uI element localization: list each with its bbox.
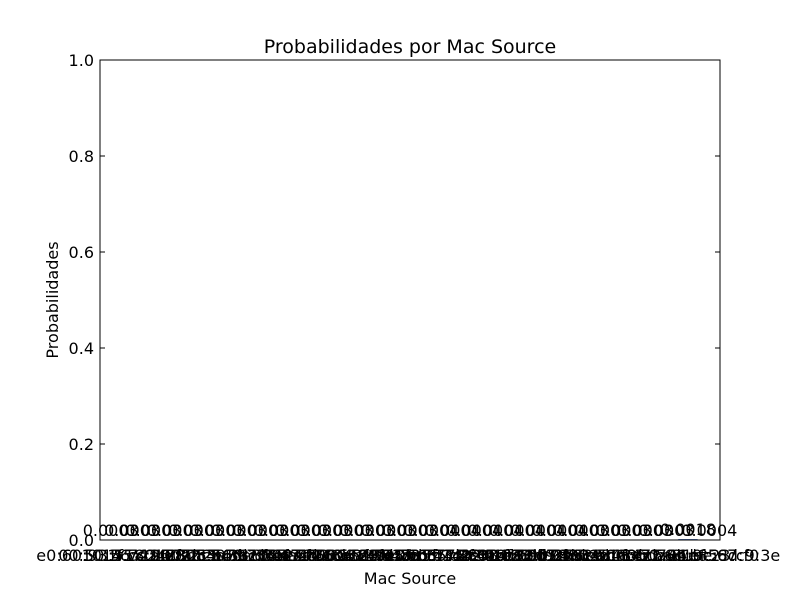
- x-tick-label: 10:1f:74:16:22:3a: [82, 546, 226, 565]
- data-label: 0.0004: [681, 521, 737, 540]
- x-tick-label: 34:97:f6:2e:50:c4: [210, 546, 353, 565]
- data-label: 0.0003: [382, 521, 438, 540]
- x-tick-label: 80:1f:02:c7:55:2a: [467, 546, 609, 565]
- x-tick-label: 88:d7:f6:29:18:cc: [510, 546, 652, 565]
- x-tick-label: 94:de:80:05:6a:1e: [550, 546, 698, 565]
- data-label: 0.0004: [510, 521, 566, 540]
- x-tick-label: 18:a6:f7:55:6d:10: [124, 546, 268, 565]
- x-axis-label: Mac Source: [364, 569, 456, 588]
- x-tick-label: 3c:a9:f4:60:91:fd: [255, 546, 393, 565]
- x-tick-label: 50:e5:49:3d:c6:14: [315, 546, 462, 565]
- x-axis: e0:60:93:55:21:7800:50:56:c0:00:0810:1f:…: [36, 546, 780, 565]
- x-tick-label: 90:2b:34:b6:47:73: [528, 546, 677, 565]
- data-labels: 0.00030.00030.00030.00030.00030.00030.00…: [83, 520, 738, 540]
- data-label: 0.0003: [232, 521, 288, 540]
- x-tick-label: 38:d5:47:80:8b:21: [229, 546, 378, 565]
- plot-frame: [99, 59, 721, 541]
- y-axis: 0.0 0.2 0.4 0.6 0.8 1.0: [69, 51, 720, 550]
- y-tick-label: 0.0: [69, 531, 94, 550]
- data-label: 0.0003: [275, 521, 331, 540]
- data-label: 0.0003: [104, 521, 160, 540]
- y-tick-label: 1.0: [69, 51, 94, 70]
- chart-title: Probabilidades por Mac Source: [264, 36, 556, 58]
- data-label: 0.0003: [211, 521, 267, 540]
- data-label: 0.0003: [125, 521, 181, 540]
- data-label: 0.0004: [532, 521, 588, 540]
- y-tick-label: 0.2: [69, 435, 94, 454]
- x-tick-label: 4c:cc:6a:88:0b:5f: [297, 546, 437, 565]
- y-tick-label: 0.6: [69, 243, 94, 262]
- x-tick-label: 70:85:c2:41:9a:6b: [400, 546, 547, 565]
- x-tick-label: 84:16:f9:3b:ee:41: [488, 546, 632, 565]
- x-tick-label: b0:6e:bf:23:c9:3e: [638, 546, 780, 565]
- y-tick-label: 0.4: [69, 339, 94, 358]
- data-label: 0.0003: [639, 521, 695, 540]
- x-tick-label: 24:0a:c4:66:27:ef: [146, 546, 289, 565]
- data-label: 0.0003: [574, 521, 630, 540]
- data-label: 0.0004: [446, 521, 502, 540]
- data-label: 0.0003: [296, 521, 352, 540]
- x-tick-label: 60:45:cb:14:2e:96: [358, 546, 505, 565]
- data-label: 0.0003: [596, 521, 652, 540]
- x-tick-label: 78:24:af:6d:b3:90: [445, 546, 589, 565]
- x-tick-label: 00:50:56:c0:00:08: [58, 546, 206, 565]
- data-label: 0.0003: [339, 521, 395, 540]
- x-tick-label: 9c:5c:8e:da:31:85: [572, 546, 718, 565]
- data-label: 0.0004: [425, 521, 481, 540]
- x-tick-label: 74:d4:35:e2:0f:58: [424, 546, 568, 565]
- x-tick-label: 5c:f9:38:a1:77:02: [339, 546, 482, 565]
- data-label: 0.0003: [254, 521, 310, 540]
- y-axis-label: Probabilidades: [43, 241, 62, 358]
- data-label: 0.0004: [403, 521, 459, 540]
- x-tick-label: e0:60:93:55:21:78: [36, 546, 185, 565]
- data-label: 0.0003: [190, 521, 246, 540]
- x-tick-label: a0:f3:c1:44:bc:67: [596, 546, 737, 565]
- data-label: 0.0003: [617, 521, 673, 540]
- data-label: 0.0003: [361, 521, 417, 540]
- x-tick-label: 48:5d:60:12:7e:33: [271, 546, 420, 565]
- data-label: 0.0003: [83, 521, 139, 540]
- x-tick-label: 28:6c:07:e8:45:a9: [165, 546, 312, 565]
- x-tick-label: 2c:56:dc:39:a2:71: [187, 546, 333, 565]
- y-tick-label: 0.8: [69, 147, 94, 166]
- data-label: 0.0003: [318, 521, 374, 540]
- data-label: 0.0018: [660, 520, 716, 539]
- x-tick-label: 64:66:b3:8f:30:d7: [381, 546, 525, 565]
- data-label: 0.0003: [553, 521, 609, 540]
- data-label: 0.0004: [468, 521, 524, 540]
- data-label: 0.0003: [147, 521, 203, 540]
- data-label: 0.0004: [489, 521, 545, 540]
- x-tick-label: 14:cc:20:8d:2e:8b: [102, 546, 248, 565]
- data-label: 0.0003: [168, 521, 224, 540]
- x-tick-label: ac:22:0b:9e:8d:f0: [617, 546, 759, 565]
